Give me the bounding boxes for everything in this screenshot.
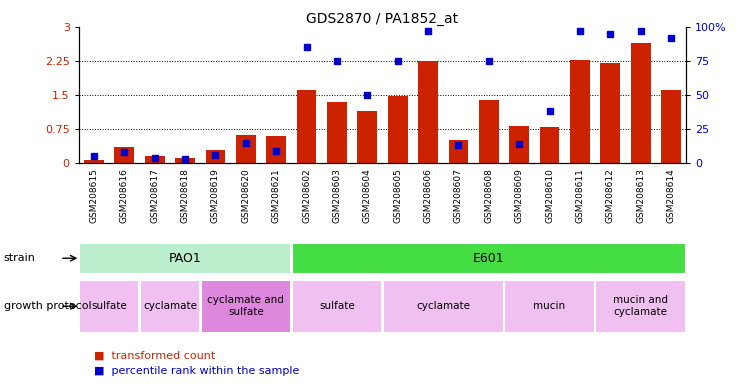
Bar [570,60,590,163]
Text: GSM208611: GSM208611 [575,169,584,223]
Text: strain: strain [4,253,36,263]
Bar [631,43,650,163]
Bar [115,147,134,163]
Text: E601: E601 [473,252,505,265]
Text: mucin: mucin [533,301,566,311]
Bar [297,89,316,163]
Bar [200,280,291,333]
Bar [419,61,438,163]
Text: GSM208614: GSM208614 [667,169,676,223]
Bar [292,243,686,274]
Bar [145,156,164,163]
Bar [388,96,407,163]
Text: GSM208616: GSM208616 [120,169,129,223]
Bar [382,280,504,333]
Text: GSM208609: GSM208609 [514,169,523,223]
Text: sulfate: sulfate [92,301,127,311]
Text: GSM208607: GSM208607 [454,169,463,223]
Text: GDS2870 / PA1852_at: GDS2870 / PA1852_at [307,12,458,25]
Bar [448,139,468,163]
Bar [358,111,377,163]
Bar [236,135,256,163]
Bar [540,127,560,163]
Bar [509,126,529,163]
Bar [84,160,104,163]
Text: cyclamate and
sulfate: cyclamate and sulfate [207,295,284,317]
Text: GSM208619: GSM208619 [211,169,220,223]
Text: GSM208612: GSM208612 [606,169,615,223]
Text: GSM208605: GSM208605 [393,169,402,223]
Text: GSM208604: GSM208604 [363,169,372,223]
Text: GSM208602: GSM208602 [302,169,311,223]
Bar [662,89,681,163]
Text: GSM208617: GSM208617 [150,169,159,223]
Bar [292,280,382,333]
Text: mucin and
cyclamate: mucin and cyclamate [614,295,668,317]
Text: GSM208615: GSM208615 [89,169,98,223]
Text: ■  percentile rank within the sample: ■ percentile rank within the sample [94,366,299,376]
Text: growth protocol: growth protocol [4,301,92,311]
Text: GSM208610: GSM208610 [545,169,554,223]
Text: ■  transformed count: ■ transformed count [94,350,215,360]
Text: cyclamate: cyclamate [142,301,196,311]
Text: sulfate: sulfate [319,301,355,311]
Text: GSM208606: GSM208606 [424,169,433,223]
Bar [479,101,499,163]
Text: GSM208618: GSM208618 [181,169,190,223]
Text: GSM208621: GSM208621 [272,169,280,223]
Bar [206,151,225,163]
Bar [79,243,291,274]
Bar [79,280,140,333]
Bar [327,102,346,163]
Text: GSM208613: GSM208613 [636,169,645,223]
Text: GSM208603: GSM208603 [332,169,341,223]
Text: GSM208620: GSM208620 [242,169,250,223]
Bar [601,63,620,163]
Bar [596,280,686,333]
Bar [140,280,200,333]
Bar [176,158,195,163]
Text: GSM208608: GSM208608 [484,169,494,223]
Text: PAO1: PAO1 [169,252,202,265]
Bar [266,136,286,163]
Text: cyclamate: cyclamate [416,301,470,311]
Bar [504,280,595,333]
